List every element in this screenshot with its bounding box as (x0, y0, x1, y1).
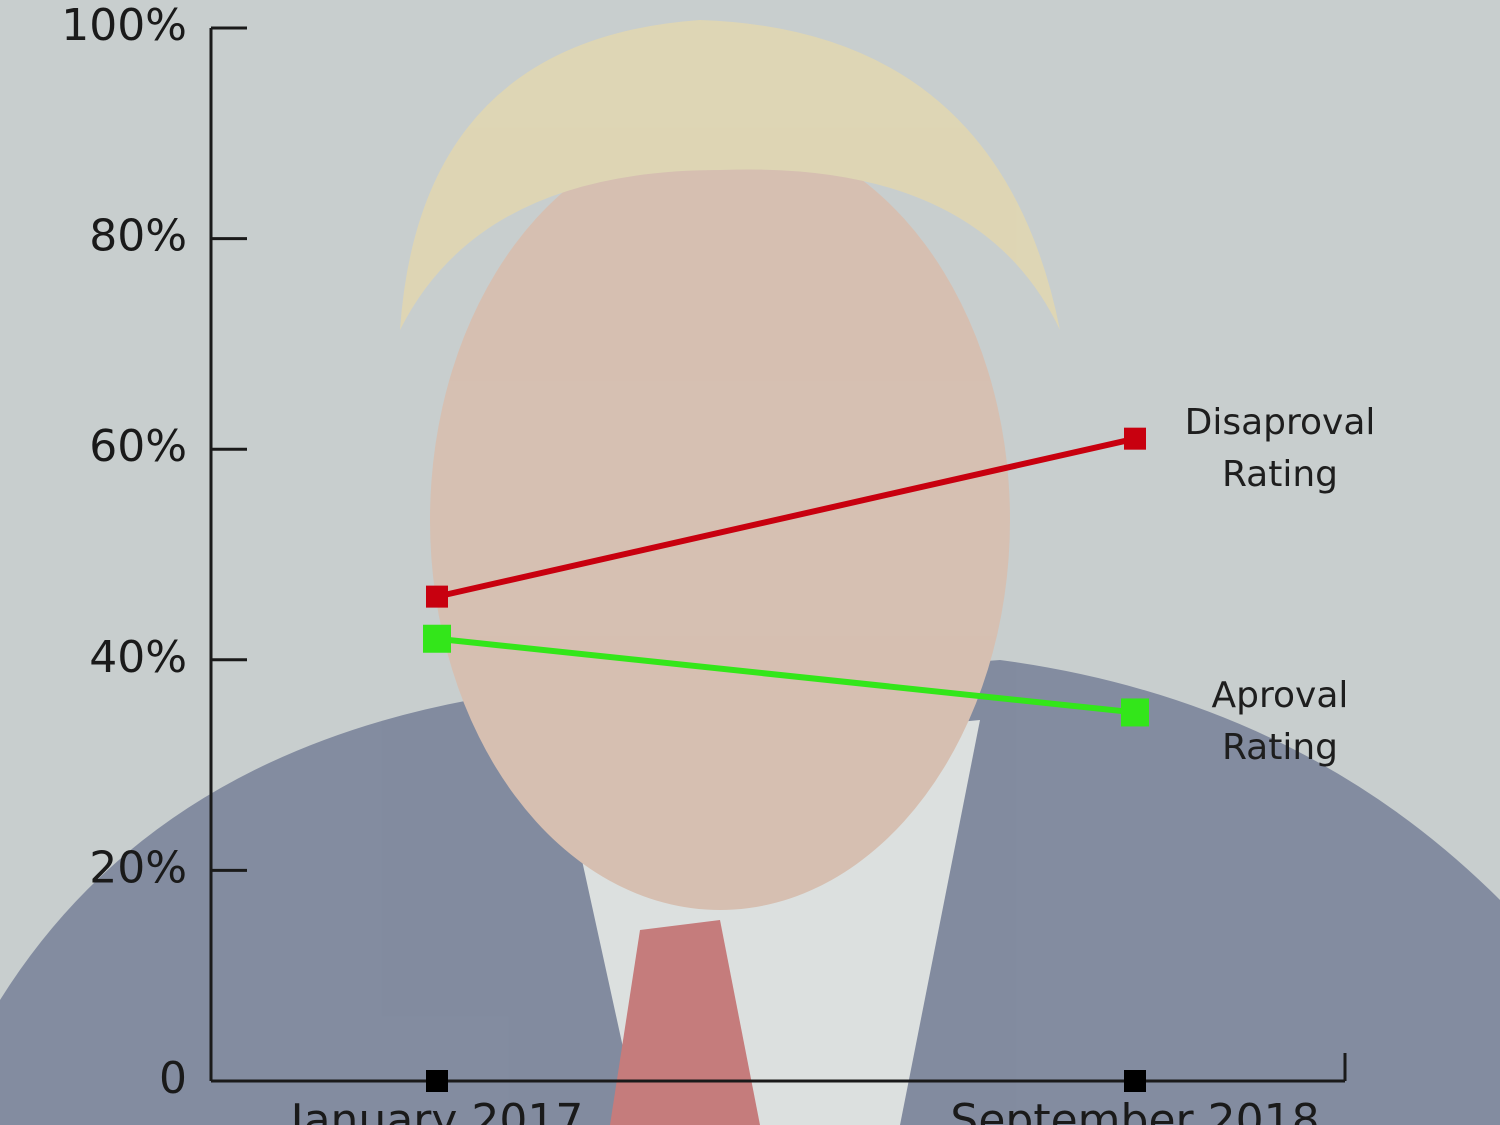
series-line (436, 635, 1136, 716)
y-tick-label: 20% (89, 842, 187, 893)
series-line (436, 435, 1136, 600)
y-tick-label: 80% (89, 211, 187, 262)
point-marker (423, 624, 451, 653)
y-tick-label: 40% (89, 632, 187, 683)
x-tick-label: September 2018 (950, 1095, 1319, 1125)
point-marker (1121, 698, 1149, 727)
x-tick (426, 1070, 448, 1092)
axes: 0 20% 40% 60% 80% 100% January 2017 September 2… (61, 0, 1347, 1125)
y-tick-label: 60% (89, 421, 187, 472)
background-illustration (0, 20, 1500, 1125)
y-tick-label: 0 (159, 1053, 187, 1104)
point-marker (426, 585, 448, 608)
x-tick (1124, 1070, 1146, 1092)
series-label: Aproval Rating (1211, 675, 1349, 769)
x-tick-label: January 2017 (288, 1095, 584, 1125)
y-tick-label: 100% (61, 0, 187, 51)
series-label: Disaproval Rating (1184, 401, 1376, 495)
point-marker (1124, 427, 1146, 450)
